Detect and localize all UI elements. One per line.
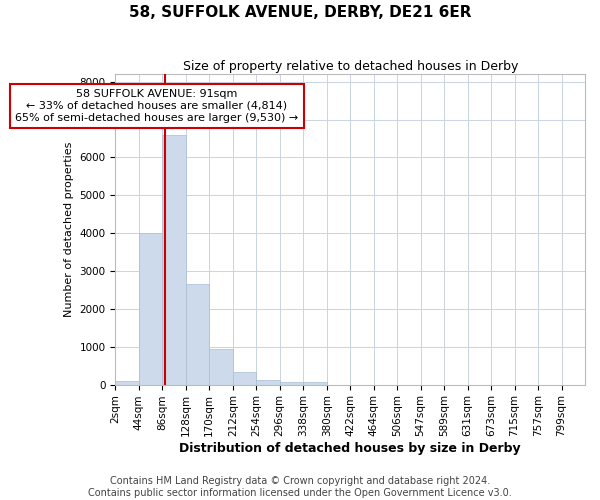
Text: 58, SUFFOLK AVENUE, DERBY, DE21 6ER: 58, SUFFOLK AVENUE, DERBY, DE21 6ER xyxy=(129,5,471,20)
Text: 58 SUFFOLK AVENUE: 91sqm
← 33% of detached houses are smaller (4,814)
65% of sem: 58 SUFFOLK AVENUE: 91sqm ← 33% of detach… xyxy=(16,90,299,122)
Bar xyxy=(233,372,256,384)
Bar xyxy=(209,348,233,384)
Bar xyxy=(280,382,303,384)
Bar xyxy=(115,381,139,384)
Bar xyxy=(139,233,163,384)
Bar xyxy=(303,382,327,384)
X-axis label: Distribution of detached houses by size in Derby: Distribution of detached houses by size … xyxy=(179,442,521,455)
Bar xyxy=(163,134,186,384)
Text: Contains HM Land Registry data © Crown copyright and database right 2024.
Contai: Contains HM Land Registry data © Crown c… xyxy=(88,476,512,498)
Bar xyxy=(256,380,280,384)
Title: Size of property relative to detached houses in Derby: Size of property relative to detached ho… xyxy=(182,60,518,73)
Y-axis label: Number of detached properties: Number of detached properties xyxy=(64,142,74,317)
Bar xyxy=(186,284,209,384)
